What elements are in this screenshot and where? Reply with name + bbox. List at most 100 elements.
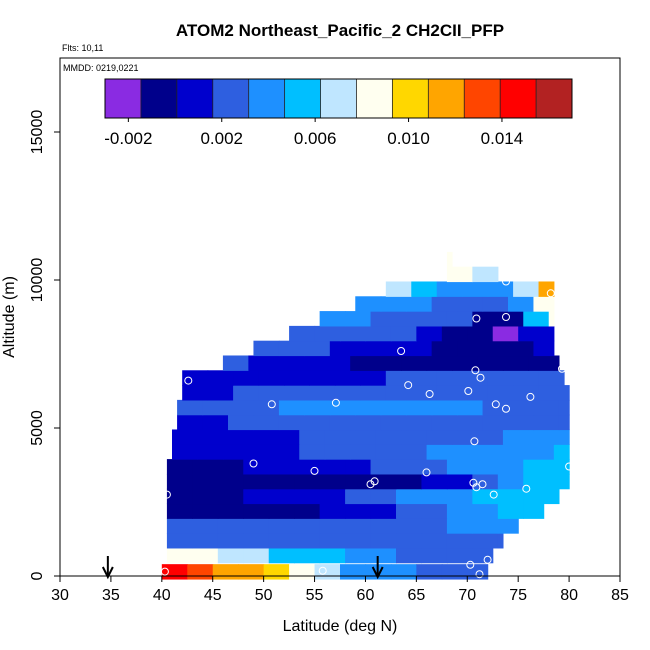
heatmap-cell — [431, 296, 458, 312]
colorbar-segment — [500, 79, 537, 118]
heatmap-cell — [472, 503, 499, 519]
heatmap-cell — [340, 564, 367, 580]
heatmap-cell — [197, 444, 224, 460]
heatmap-cell — [233, 385, 260, 401]
heatmap-cell — [508, 414, 535, 431]
heatmap-cell — [457, 340, 484, 357]
heatmap-cell — [370, 503, 397, 519]
heatmap-cell — [268, 533, 295, 549]
heatmap-cell — [294, 503, 321, 519]
x-axis-label: Latitude (deg N) — [283, 618, 398, 635]
heatmap-cell — [243, 488, 270, 505]
heatmap-cell — [345, 473, 372, 490]
heatmap-cell — [284, 385, 311, 401]
colorbar-tick-label: 0.006 — [294, 129, 337, 148]
plot-frame — [59, 57, 621, 577]
heatmap-cell — [508, 296, 535, 312]
colorbar-segment — [464, 79, 501, 118]
sample-point — [558, 364, 566, 373]
sample-point — [489, 490, 498, 499]
heatmap-cell — [533, 399, 560, 416]
heatmap-cell — [426, 444, 453, 460]
sample-point — [366, 480, 375, 489]
heatmap-cell — [268, 518, 295, 534]
heatmap-cell — [273, 429, 300, 445]
heatmap-cell — [212, 564, 239, 580]
heatmap-cell — [502, 429, 529, 445]
heatmap-cell — [248, 429, 275, 445]
heatmap-cell — [294, 488, 321, 505]
heatmap-cell — [380, 399, 407, 416]
colorbar-tick-label: 0.010 — [387, 129, 430, 148]
heatmap-cell — [558, 414, 570, 431]
y-tick-label: 10000 — [29, 258, 46, 303]
heatmap-cell — [370, 311, 397, 327]
heatmap-cell — [436, 370, 463, 386]
colorbar-segment — [284, 79, 321, 118]
heatmap-cell — [243, 547, 270, 564]
heatmap-cell — [243, 503, 270, 519]
colorbar-tick-label: 0.014 — [481, 129, 524, 148]
y-tick-label: 5000 — [29, 410, 46, 446]
heatmap-cell — [268, 473, 295, 490]
heatmap-cell — [406, 296, 433, 312]
heatmap-cell — [396, 311, 423, 327]
heatmap-cell — [294, 459, 321, 475]
heatmap-cell — [299, 429, 326, 445]
heatmap-cell — [472, 266, 499, 283]
heatmap-cell — [304, 340, 331, 357]
heatmap-cell — [523, 488, 550, 505]
colorbar-segment — [105, 79, 142, 118]
heatmap-cell — [375, 429, 402, 445]
heatmap-cell — [228, 399, 255, 416]
heatmap-cell — [161, 564, 188, 580]
heatmap-cell — [385, 281, 412, 297]
heatmap-cell — [416, 564, 443, 580]
heatmap-cell — [345, 311, 372, 327]
dates-label: MMDD: 0219,0221 — [63, 63, 139, 73]
heatmap-cell — [390, 325, 417, 342]
x-tick-label: 35 — [102, 587, 120, 604]
heatmap-cell — [217, 533, 244, 549]
y-tick-label: 15000 — [29, 110, 46, 155]
colorbar-tick-label: -0.002 — [104, 129, 152, 148]
heatmap-cell — [487, 281, 514, 297]
heatmap-cell — [411, 370, 438, 386]
heatmap-cell — [421, 518, 448, 534]
colorbar-segment — [140, 79, 178, 118]
heatmap-cell — [278, 414, 305, 431]
heatmap-cell — [502, 444, 529, 460]
sample-point — [249, 459, 258, 468]
colorbar-segment — [356, 79, 393, 118]
heatmap-cell — [233, 370, 260, 386]
heatmap-cell — [314, 564, 341, 580]
heatmap-cell — [202, 399, 229, 416]
heatmap-cell — [182, 385, 209, 401]
heatmap-cell — [396, 473, 423, 490]
colorbar-segment — [392, 79, 429, 118]
heatmap-cell — [166, 459, 193, 475]
sample-point — [160, 567, 169, 576]
heatmap-cell — [182, 370, 209, 386]
heatmap-cell — [370, 533, 397, 549]
heatmap-cell — [472, 547, 494, 564]
heatmap-cell — [345, 503, 372, 519]
heatmap-cell — [268, 488, 295, 505]
heatmap-cell — [345, 533, 372, 549]
heatmap-cell — [166, 488, 193, 505]
sample-point — [475, 570, 484, 579]
x-tick-label: 40 — [153, 587, 171, 604]
sample-point — [318, 566, 327, 575]
heatmap-cell — [436, 385, 463, 401]
heatmap-cell — [426, 429, 453, 445]
heatmap-cell — [533, 414, 560, 431]
heatmap-cell — [416, 325, 443, 342]
heatmap-cell — [513, 281, 540, 297]
heatmap-cell — [396, 533, 423, 549]
heatmap-cell — [396, 503, 423, 519]
heatmap-cell — [273, 444, 300, 460]
heatmap-cell — [441, 325, 468, 342]
sample-point — [565, 462, 574, 471]
heatmap-cell — [548, 488, 560, 505]
sample-point — [471, 366, 480, 375]
